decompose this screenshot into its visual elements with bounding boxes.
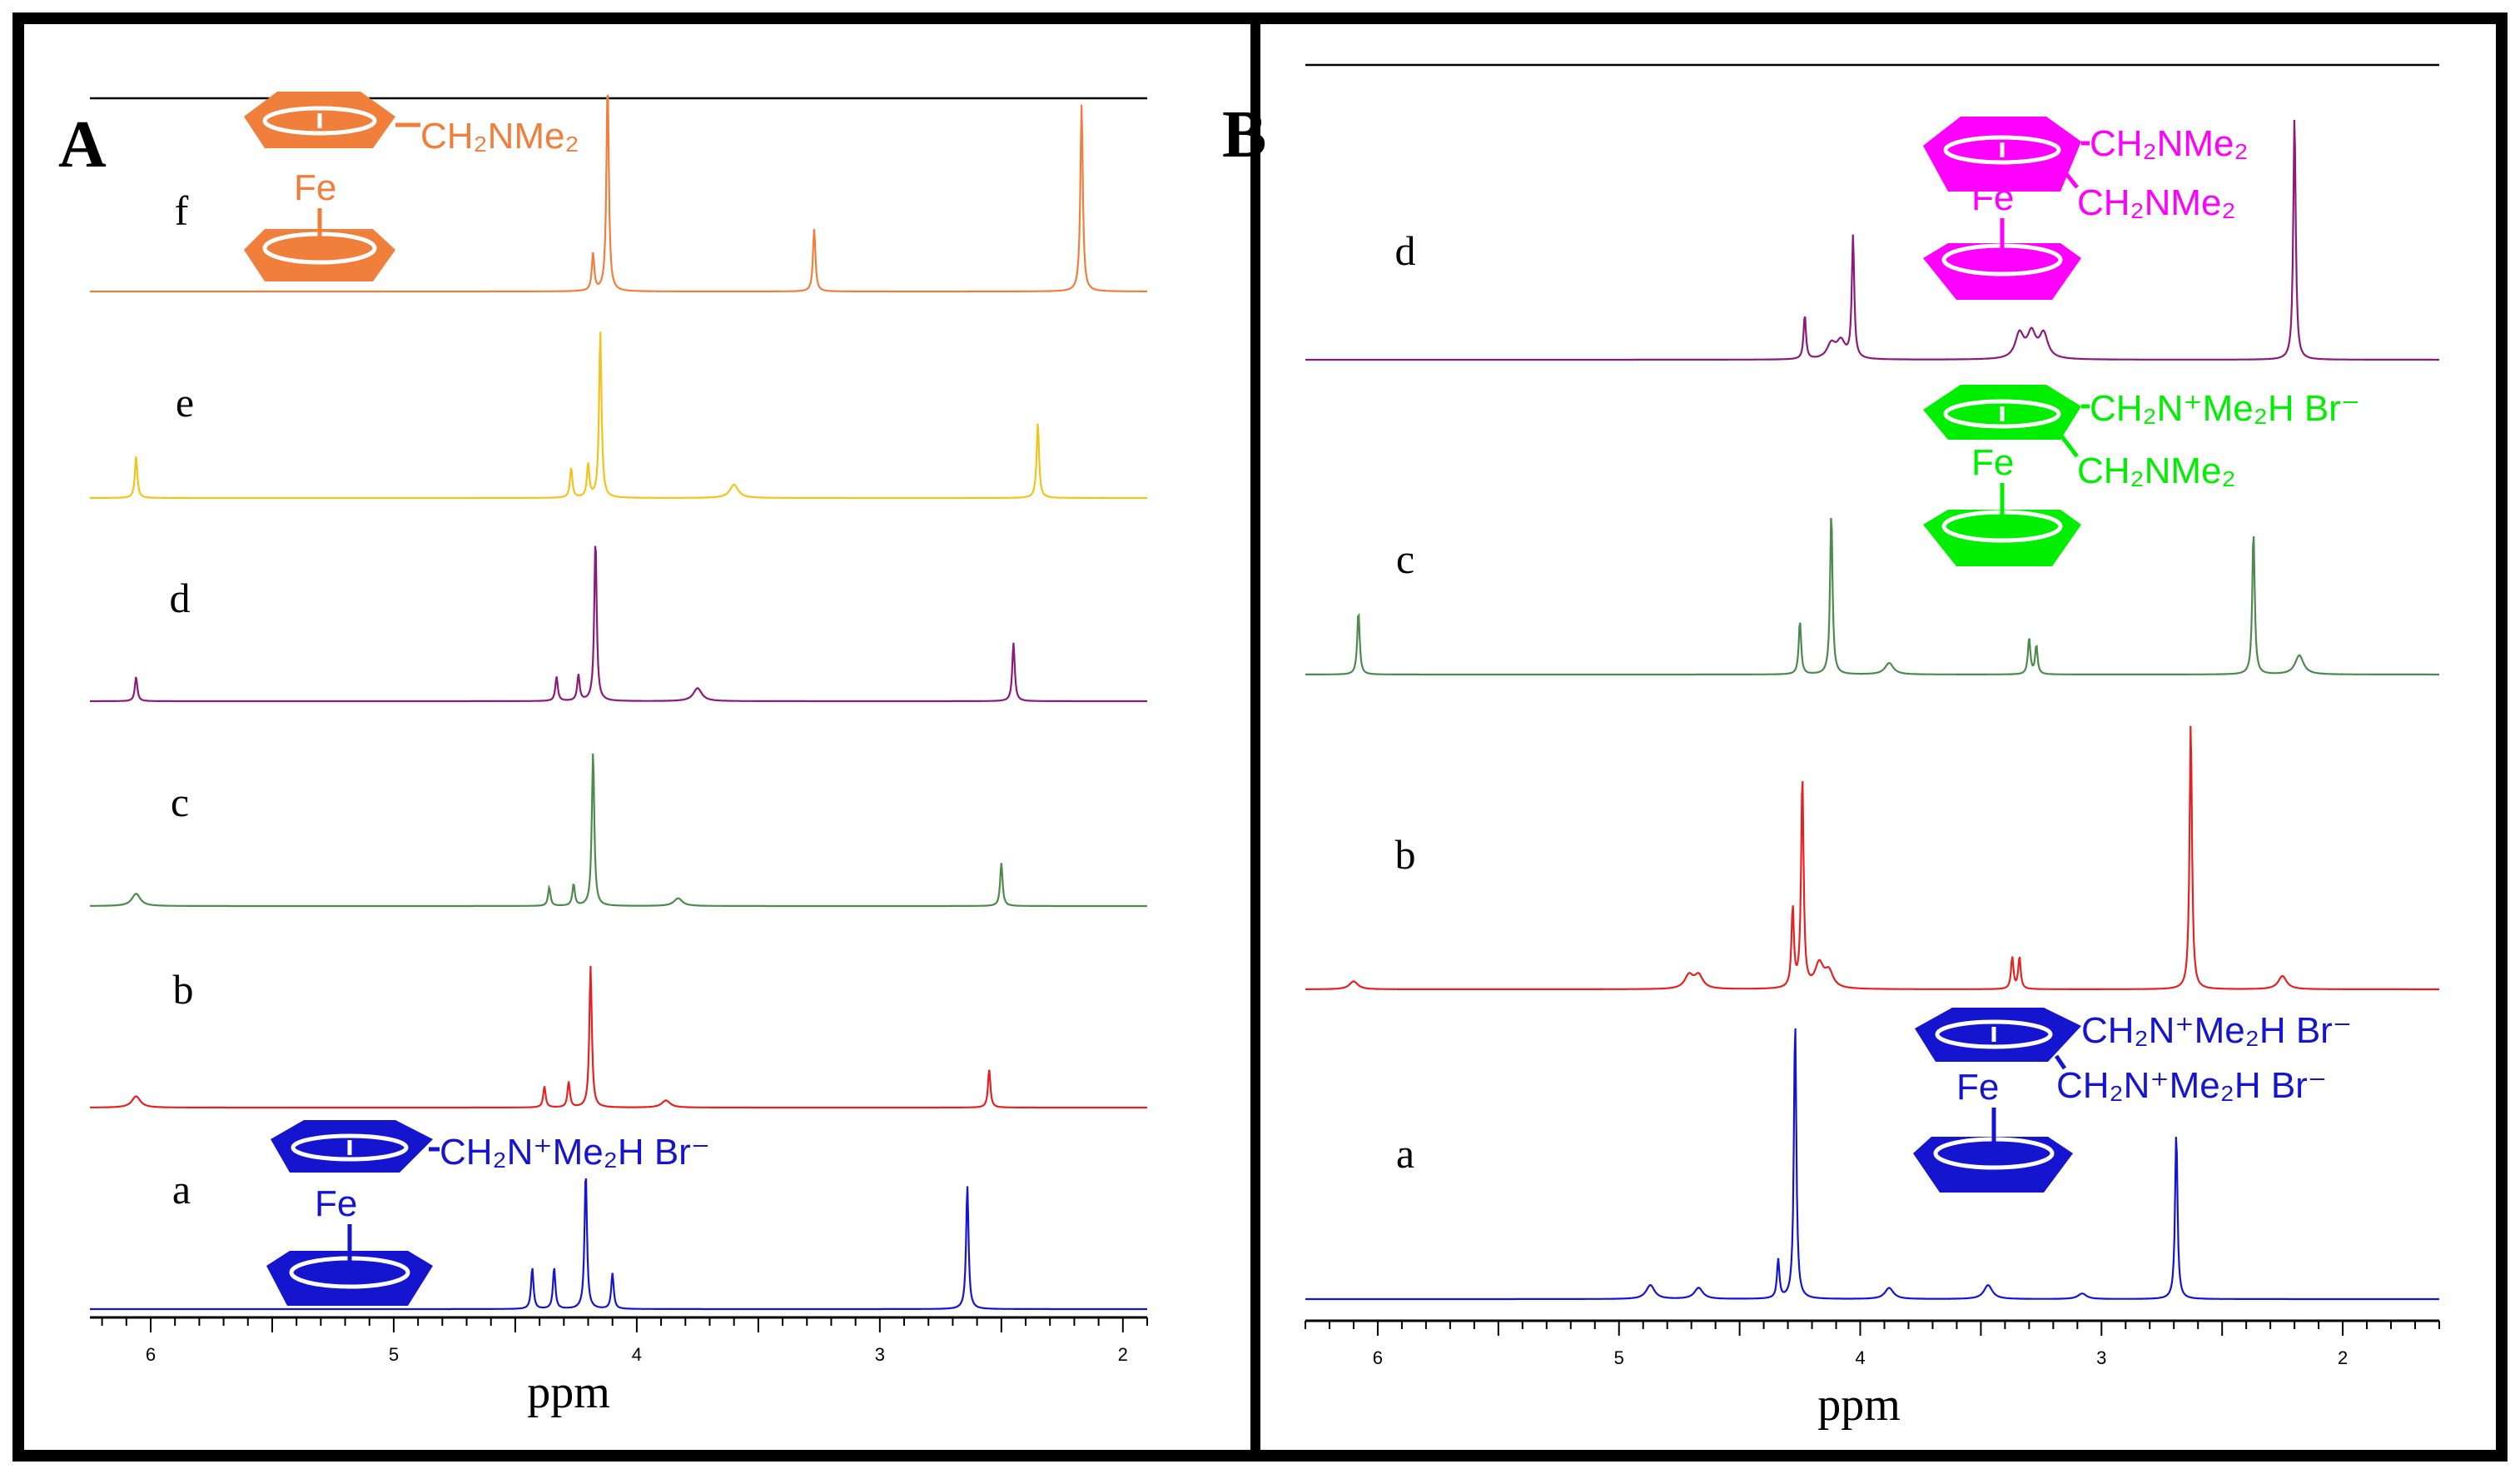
substituent-label-2: CH₂NMe₂ [2077,182,2236,223]
row-label-b: b [1395,831,1416,878]
ring-ellipse [1935,1019,2053,1049]
substituent-label-2: CH₂N⁺Me₂H Br⁻ [2056,1065,2327,1106]
spectrum-trace-c [1305,517,2439,676]
row-label-d: d [170,575,191,621]
panel-a-xlabel: ppm [527,1367,610,1418]
structure-a-a: CH₂N⁺Me₂H Br⁻ Fe [266,1120,710,1306]
structure-b-a: CH₂N⁺Me₂H Br⁻ CH₂N⁺Me₂H Br⁻ Fe [1913,1008,2352,1193]
structure-b-c: CH₂N⁺Me₂H Br⁻ CH₂NMe₂ Fe [1923,385,2360,566]
substituent-label: CH₂N⁺Me₂H Br⁻ [440,1132,710,1173]
substituent-bond-2 [2059,433,2079,458]
spectrum-trace-a [1305,1028,2439,1301]
x-tick-label: 2 [1118,1344,1128,1365]
row-label-d: d [1395,227,1416,274]
substituent-bond-2 [2054,1054,2067,1070]
x-tick-label: 6 [1373,1347,1383,1368]
panel-a-ticks: 6 5 4 3 2 [101,1317,1148,1365]
panel-b-traces [1305,119,2439,1301]
x-tick-label: 6 [146,1344,156,1365]
structure-a-f: CH₂NMe₂ Fe [244,92,579,281]
row-label-c: c [171,779,189,825]
substituent-bond-2 [2059,165,2079,189]
panel-b-row-labels: d c b a [1395,227,1416,1177]
x-tick-label: 3 [2096,1347,2106,1368]
fe-label: Fe [1956,1067,1999,1108]
cp-ring-top [1915,1008,2081,1062]
row-label-c: c [1396,535,1414,582]
x-tick-label: 5 [389,1344,399,1365]
cp-ring-bottom [1913,1137,2073,1193]
substituent-label-1: CH₂NMe₂ [2090,123,2249,164]
spectrum-trace-d [90,545,1147,703]
x-tick-label: 3 [875,1344,885,1365]
panel-a-label: A [58,108,107,182]
spectrum-trace-e [90,331,1147,500]
structure-b-d: CH₂NMe₂ CH₂NMe₂ Fe [1923,117,2249,300]
substituent-label-2: CH₂NMe₂ [2077,451,2236,491]
spectrum-trace-f [90,94,1147,293]
x-tick-label: 5 [1614,1347,1624,1368]
substituent-label-1: CH₂N⁺Me₂H Br⁻ [2081,1010,2352,1051]
row-label-a: a [172,1166,191,1213]
x-tick-label: 4 [632,1344,642,1365]
ring-ellipse [262,106,377,136]
panel-a: A 6 5 4 3 2 ppm f e d c b a [58,94,1148,1418]
row-label-e: e [176,379,194,426]
ring-ellipse [1943,399,2061,429]
panel-a-row-labels: f e d c b a [170,187,195,1213]
fe-label: Fe [315,1183,357,1224]
spectrum-trace-c [90,753,1147,908]
fe-label: Fe [294,167,336,208]
x-tick-label: 4 [1855,1347,1865,1368]
panel-b-label: B [1222,98,1266,172]
ring-ellipse [291,1133,409,1162]
ring-ellipse [1943,135,2061,165]
fe-label: Fe [1971,177,2014,218]
spectrum-trace-a [90,1178,1147,1311]
cp-ring-bottom [1923,510,2081,566]
cp-ring-bottom [1923,243,2081,300]
spectrum-trace-b [90,965,1147,1109]
panel-b-xlabel: ppm [1817,1379,1901,1431]
substituent-label-1: CH₂N⁺Me₂H Br⁻ [2090,388,2360,429]
spectrum-trace-b [1305,725,2439,991]
row-label-f: f [175,187,189,234]
x-tick-label: 2 [2338,1347,2348,1368]
fe-label: Fe [1971,442,2014,483]
panel-b: B 6 5 4 3 2 ppm d c b a [1222,63,2440,1431]
row-label-a: a [1396,1130,1414,1177]
substituent-label: CH₂NMe₂ [420,116,579,157]
panel-a-traces [90,94,1147,1311]
panel-b-ticks: 6 5 4 3 2 [1305,1321,2440,1368]
spectrum-trace-d [1305,119,2439,361]
row-label-b: b [173,966,194,1013]
